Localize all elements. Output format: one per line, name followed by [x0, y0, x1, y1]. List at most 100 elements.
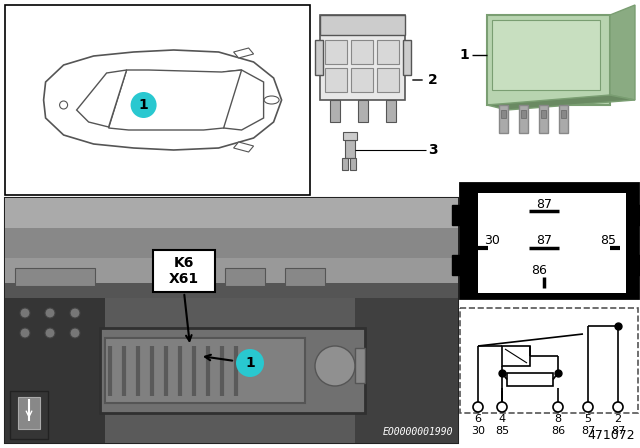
Bar: [5, 283, 458, 298]
Bar: [403, 40, 411, 75]
Bar: [330, 100, 340, 122]
Bar: [343, 132, 357, 140]
Bar: [5, 228, 458, 268]
Bar: [315, 40, 323, 75]
Text: 30: 30: [484, 234, 500, 247]
Circle shape: [613, 402, 623, 412]
Text: 1: 1: [245, 356, 255, 370]
Bar: [377, 68, 399, 92]
Text: 1: 1: [139, 98, 148, 112]
Bar: [487, 15, 610, 105]
Bar: [351, 68, 373, 92]
Text: 85: 85: [495, 426, 509, 436]
Bar: [499, 105, 508, 133]
Circle shape: [45, 328, 55, 338]
Circle shape: [70, 328, 80, 338]
Text: 30: 30: [471, 426, 485, 436]
Bar: [153, 250, 215, 292]
Bar: [100, 328, 365, 413]
Text: 86: 86: [531, 264, 547, 277]
Polygon shape: [77, 70, 127, 127]
Bar: [225, 268, 265, 286]
Bar: [10, 391, 48, 439]
Bar: [492, 20, 600, 90]
Circle shape: [131, 92, 157, 118]
Bar: [350, 158, 356, 170]
Bar: [358, 100, 368, 122]
Polygon shape: [234, 142, 253, 152]
Bar: [5, 198, 458, 443]
Text: 1: 1: [460, 48, 469, 62]
Bar: [5, 298, 105, 443]
Polygon shape: [234, 48, 253, 58]
Circle shape: [45, 308, 55, 318]
Bar: [541, 110, 546, 118]
Circle shape: [70, 308, 80, 318]
Text: 2: 2: [428, 73, 438, 87]
Text: 3: 3: [428, 143, 438, 157]
Bar: [460, 308, 638, 413]
Circle shape: [60, 101, 68, 109]
Circle shape: [553, 402, 563, 412]
Circle shape: [583, 402, 593, 412]
Bar: [105, 298, 355, 443]
Text: EO0000001990: EO0000001990: [383, 427, 453, 437]
Bar: [345, 140, 355, 158]
Bar: [452, 255, 462, 275]
Bar: [502, 346, 530, 366]
Text: 87: 87: [581, 426, 595, 436]
Bar: [559, 105, 568, 133]
Bar: [320, 15, 405, 100]
Polygon shape: [610, 5, 635, 100]
Text: 87: 87: [536, 198, 552, 211]
Bar: [452, 205, 462, 225]
Bar: [507, 373, 553, 386]
Bar: [521, 110, 526, 118]
Bar: [320, 15, 405, 35]
Bar: [351, 40, 373, 64]
Circle shape: [315, 346, 355, 386]
Polygon shape: [223, 70, 264, 130]
Text: 85: 85: [600, 234, 616, 247]
Circle shape: [236, 349, 264, 377]
Bar: [5, 5, 310, 195]
Text: 87: 87: [611, 426, 625, 436]
Bar: [325, 68, 347, 92]
Text: 86: 86: [551, 426, 565, 436]
Bar: [15, 268, 95, 286]
Bar: [325, 40, 347, 64]
Text: X61: X61: [169, 272, 199, 286]
Ellipse shape: [264, 96, 279, 104]
Circle shape: [497, 402, 507, 412]
Bar: [561, 110, 566, 118]
Bar: [105, 338, 305, 403]
Bar: [355, 348, 365, 383]
Bar: [460, 183, 638, 298]
Bar: [342, 158, 348, 170]
Bar: [386, 100, 396, 122]
Bar: [478, 193, 626, 293]
Circle shape: [20, 308, 30, 318]
Bar: [636, 255, 640, 275]
Text: K6: K6: [174, 256, 194, 270]
Bar: [519, 105, 528, 133]
Bar: [5, 258, 458, 283]
Bar: [636, 205, 640, 225]
Text: 87: 87: [536, 234, 552, 247]
Polygon shape: [487, 95, 635, 110]
Circle shape: [473, 402, 483, 412]
Text: 6: 6: [474, 414, 481, 424]
Text: 5: 5: [584, 414, 591, 424]
Text: 2: 2: [614, 414, 621, 424]
Bar: [377, 40, 399, 64]
Polygon shape: [44, 50, 282, 150]
Bar: [501, 110, 506, 118]
Bar: [355, 298, 458, 443]
Bar: [539, 105, 548, 133]
Polygon shape: [109, 70, 242, 130]
Text: 8: 8: [554, 414, 561, 424]
Bar: [165, 268, 205, 286]
Bar: [18, 397, 40, 429]
Text: 471072: 471072: [588, 429, 635, 442]
Bar: [285, 268, 325, 286]
